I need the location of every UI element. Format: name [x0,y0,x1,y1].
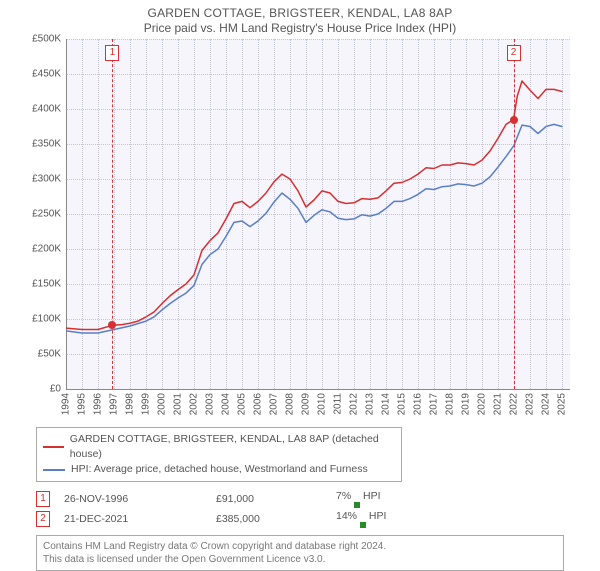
x-axis-label: 2010 [317,393,328,415]
event-marker-1: 1 [105,45,119,61]
legend: GARDEN COTTAGE, BRIGSTEER, KENDAL, LA8 8… [36,427,402,482]
y-axis-label: £350K [20,139,61,150]
x-axis-label: 2019 [461,393,472,415]
x-axis-label: 2012 [349,393,360,415]
event-marker-2: 2 [507,45,521,61]
y-axis-label: £50K [20,349,61,360]
chart-area: 1 2 £0 £50K £100K £150K £200K £250K £300K £350K £… [20,39,580,409]
chart-lines [66,39,570,389]
x-axis-label: 2004 [221,393,232,415]
x-axis-label: 2016 [413,393,424,415]
event-date: 26-NOV-1996 [64,493,216,505]
legend-row-hpi: HPI: Average price, detached house, West… [43,462,395,477]
y-axis-label: £150K [20,279,61,290]
y-axis-label: £450K [20,69,61,80]
y-axis-label: £500K [20,34,61,45]
y-axis-label: £100K [20,314,61,325]
y-axis-label: £400K [20,104,61,115]
legend-label-hpi: HPI: Average price, detached house, West… [71,462,368,477]
x-axis-label: 1995 [77,393,88,415]
x-axis-label: 2008 [285,393,296,415]
x-axis-label: 2025 [557,393,568,415]
x-axis-label: 2018 [445,393,456,415]
x-axis-label: 2002 [189,393,200,415]
footer-attribution: Contains HM Land Registry data © Crown c… [36,535,564,571]
event-diff: 14% HPI [336,510,456,528]
x-axis-label: 2001 [173,393,184,415]
footer-line1: Contains HM Land Registry data © Crown c… [43,540,557,553]
x-axis-label: 2023 [525,393,536,415]
x-axis-label: 1996 [93,393,104,415]
event-row-marker: 2 [36,511,50,527]
y-axis-label: £0 [20,384,61,395]
event-line-2 [514,39,515,389]
event-row-2: 2 21-DEC-2021£385,00014% HPI [36,509,576,529]
x-axis [66,389,570,390]
chart-title-line2: Price paid vs. HM Land Registry's House … [0,21,600,35]
x-axis-label: 2017 [429,393,440,415]
x-axis-label: 1997 [109,393,120,415]
x-axis-label: 2021 [493,393,504,415]
x-axis-label: 1998 [125,393,136,415]
x-axis-label: 1994 [61,393,72,415]
x-axis-label: 2011 [333,393,344,415]
chart-title-line1: GARDEN COTTAGE, BRIGSTEER, KENDAL, LA8 8… [0,6,600,20]
event-diff: 7% HPI [336,490,456,508]
x-axis-label: 2020 [477,393,488,415]
x-axis-label: 2013 [365,393,376,415]
event-line-1 [112,39,113,389]
event-dot-1 [108,321,116,329]
x-axis-label: 2014 [381,393,392,415]
events-table: 1 26-NOV-1996£91,0007% HPI 2 21-DEC-2021£38… [36,489,576,529]
x-axis-label: 2006 [253,393,264,415]
event-row-marker: 1 [36,491,50,507]
y-axis-label: £200K [20,244,61,255]
legend-swatch-property [43,446,64,448]
event-dot-2 [510,116,518,124]
event-date: 21-DEC-2021 [64,513,216,525]
legend-row-property: GARDEN COTTAGE, BRIGSTEER, KENDAL, LA8 8… [43,432,395,462]
x-axis-label: 2022 [509,393,520,415]
legend-label-property: GARDEN COTTAGE, BRIGSTEER, KENDAL, LA8 8… [70,432,395,462]
event-price: £91,000 [216,493,336,505]
x-axis-label: 2015 [397,393,408,415]
y-axis-label: £300K [20,174,61,185]
x-axis-label: 2000 [157,393,168,415]
x-axis-label: 2009 [301,393,312,415]
x-axis-label: 2005 [237,393,248,415]
series-hpi [66,124,562,333]
x-axis-label: 2003 [205,393,216,415]
event-price: £385,000 [216,513,336,525]
series-property [66,81,562,330]
x-axis-label: 2024 [541,393,552,415]
event-row-1: 1 26-NOV-1996£91,0007% HPI [36,489,576,509]
legend-swatch-hpi [43,469,65,471]
y-axis-label: £250K [20,209,61,220]
x-axis-label: 1999 [141,393,152,415]
x-axis-label: 2007 [269,393,280,415]
